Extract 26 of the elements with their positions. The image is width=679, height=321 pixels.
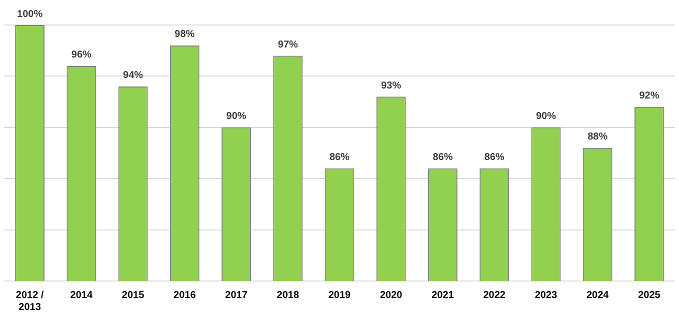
x-tick-label: 2019 [328, 290, 352, 301]
data-label: 86% [432, 152, 453, 164]
x-tick-label: 2016 [174, 290, 196, 301]
x-tick-label: 2018 [276, 290, 300, 301]
data-label: 92% [639, 90, 660, 102]
x-tick-label: 2023 [534, 290, 558, 301]
data-label: 94% [123, 70, 144, 82]
data-label: 88% [588, 132, 608, 143]
data-label: 90% [226, 111, 246, 122]
x-tick-label: 2020 [380, 290, 403, 301]
data-label: 98% [174, 29, 195, 40]
data-label: 100% [17, 8, 43, 20]
data-label: 86% [329, 152, 350, 164]
x-tick-label: 2015 [122, 290, 145, 301]
data-label: 86% [484, 152, 504, 164]
x-tick-label: 2025 [638, 290, 661, 301]
x-tick-label: 2022 [483, 290, 506, 301]
x-tick-label: 2012 / 2013 [16, 290, 44, 313]
data-label: 90% [536, 111, 556, 122]
x-tick-label: 2021 [432, 290, 454, 301]
data-label: 97% [278, 39, 298, 50]
x-tick-label: 2017 [225, 290, 248, 301]
data-label: 93% [381, 80, 402, 92]
x-tick-label: 2024 [586, 290, 610, 301]
x-tick-label: 2014 [70, 290, 93, 301]
data-label: 96% [71, 50, 92, 61]
